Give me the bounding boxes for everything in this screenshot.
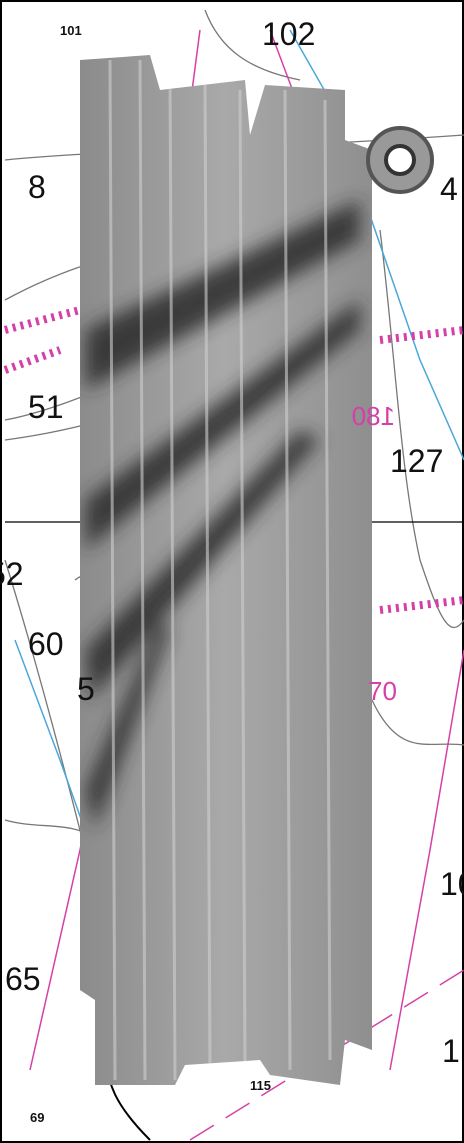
depth-label: 5 xyxy=(77,671,95,707)
course-label: 180 xyxy=(352,401,395,431)
depth-label: 127 xyxy=(390,443,443,479)
course-label: 70 xyxy=(368,676,397,706)
depth-label: 10 xyxy=(440,866,464,902)
depth-label: 52 xyxy=(0,556,24,592)
depth-label: 1 xyxy=(442,1033,460,1069)
depth-label: 8 xyxy=(28,169,46,205)
depth-labels: 101 102 8 4 51 127 52 60 5 10 65 1 115 6… xyxy=(0,16,464,1125)
depth-label: 51 xyxy=(28,389,64,425)
depth-label: 4 xyxy=(440,171,458,207)
depth-label: 115 xyxy=(250,1078,271,1093)
depth-label: 69 xyxy=(30,1110,44,1125)
depth-label: 102 xyxy=(262,16,315,52)
depth-label: 101 xyxy=(60,23,82,38)
depth-label: 65 xyxy=(5,961,41,997)
mosaic-turn-core xyxy=(384,144,416,176)
depth-label: 60 xyxy=(28,626,64,662)
sonar-mosaic xyxy=(80,55,372,1085)
